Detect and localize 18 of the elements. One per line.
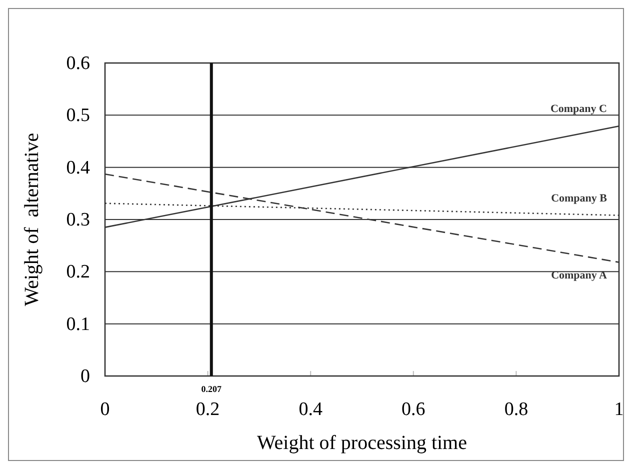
x-tick-label: 1 (614, 399, 624, 420)
ref-line-label: 0.207 (201, 384, 222, 394)
y-tick-label: 0.2 (66, 262, 90, 283)
y-tick-label: 0.4 (66, 157, 90, 178)
series-label: Company C (550, 103, 608, 116)
x-tick-label: 0.6 (402, 399, 426, 420)
y-tick-label: 0.1 (66, 314, 90, 335)
y-tick-label: 0.3 (66, 210, 90, 230)
x-tick-label: 0.2 (196, 399, 220, 420)
y-tick-label: 0 (80, 366, 90, 387)
y-axis-title: Weight of alternative (21, 132, 43, 306)
x-tick-label: 0 (100, 399, 110, 420)
x-tick-label: 0.8 (504, 399, 528, 420)
series-label: Company B (551, 192, 608, 204)
y-tick-label: 0.6 (66, 53, 90, 74)
x-tick-label: 0.4 (298, 399, 323, 420)
x-axis-title: Weight of processing time (256, 432, 468, 454)
y-tick-label: 0.5 (66, 105, 90, 126)
